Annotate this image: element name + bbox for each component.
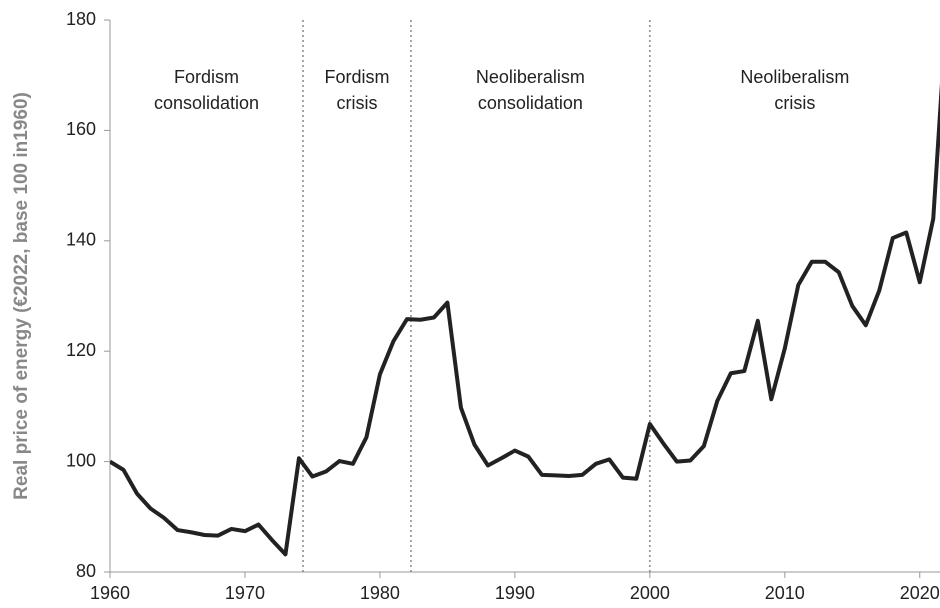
y-tick-label: 120 [66,340,96,360]
period-label: crisis [336,93,377,113]
y-axis-label: Real price of energy (€2022, base 100 in… [11,92,32,500]
x-tick-label: 2010 [765,583,805,603]
x-tick-label: 1960 [90,583,130,603]
period-label: consolidation [478,93,583,113]
period-label: Fordism [324,67,389,87]
line [110,82,940,557]
period-label: consolidation [154,93,259,113]
x-tick-label: 1970 [225,583,265,603]
period-label: Neoliberalism [740,67,849,87]
y-tick-label: 80 [76,561,96,581]
period-label: crisis [774,93,815,113]
period-label: Fordism [174,67,239,87]
period-label: Neoliberalism [476,67,585,87]
x-tick-label: 1990 [495,583,535,603]
x-tick-label: 2000 [630,583,670,603]
y-tick-label: 180 [66,9,96,29]
x-tick-label: 2020 [900,583,940,603]
y-tick-label: 160 [66,119,96,139]
y-tick-label: 140 [66,230,96,250]
x-tick-label: 1980 [360,583,400,603]
y-tick-label: 100 [66,450,96,470]
